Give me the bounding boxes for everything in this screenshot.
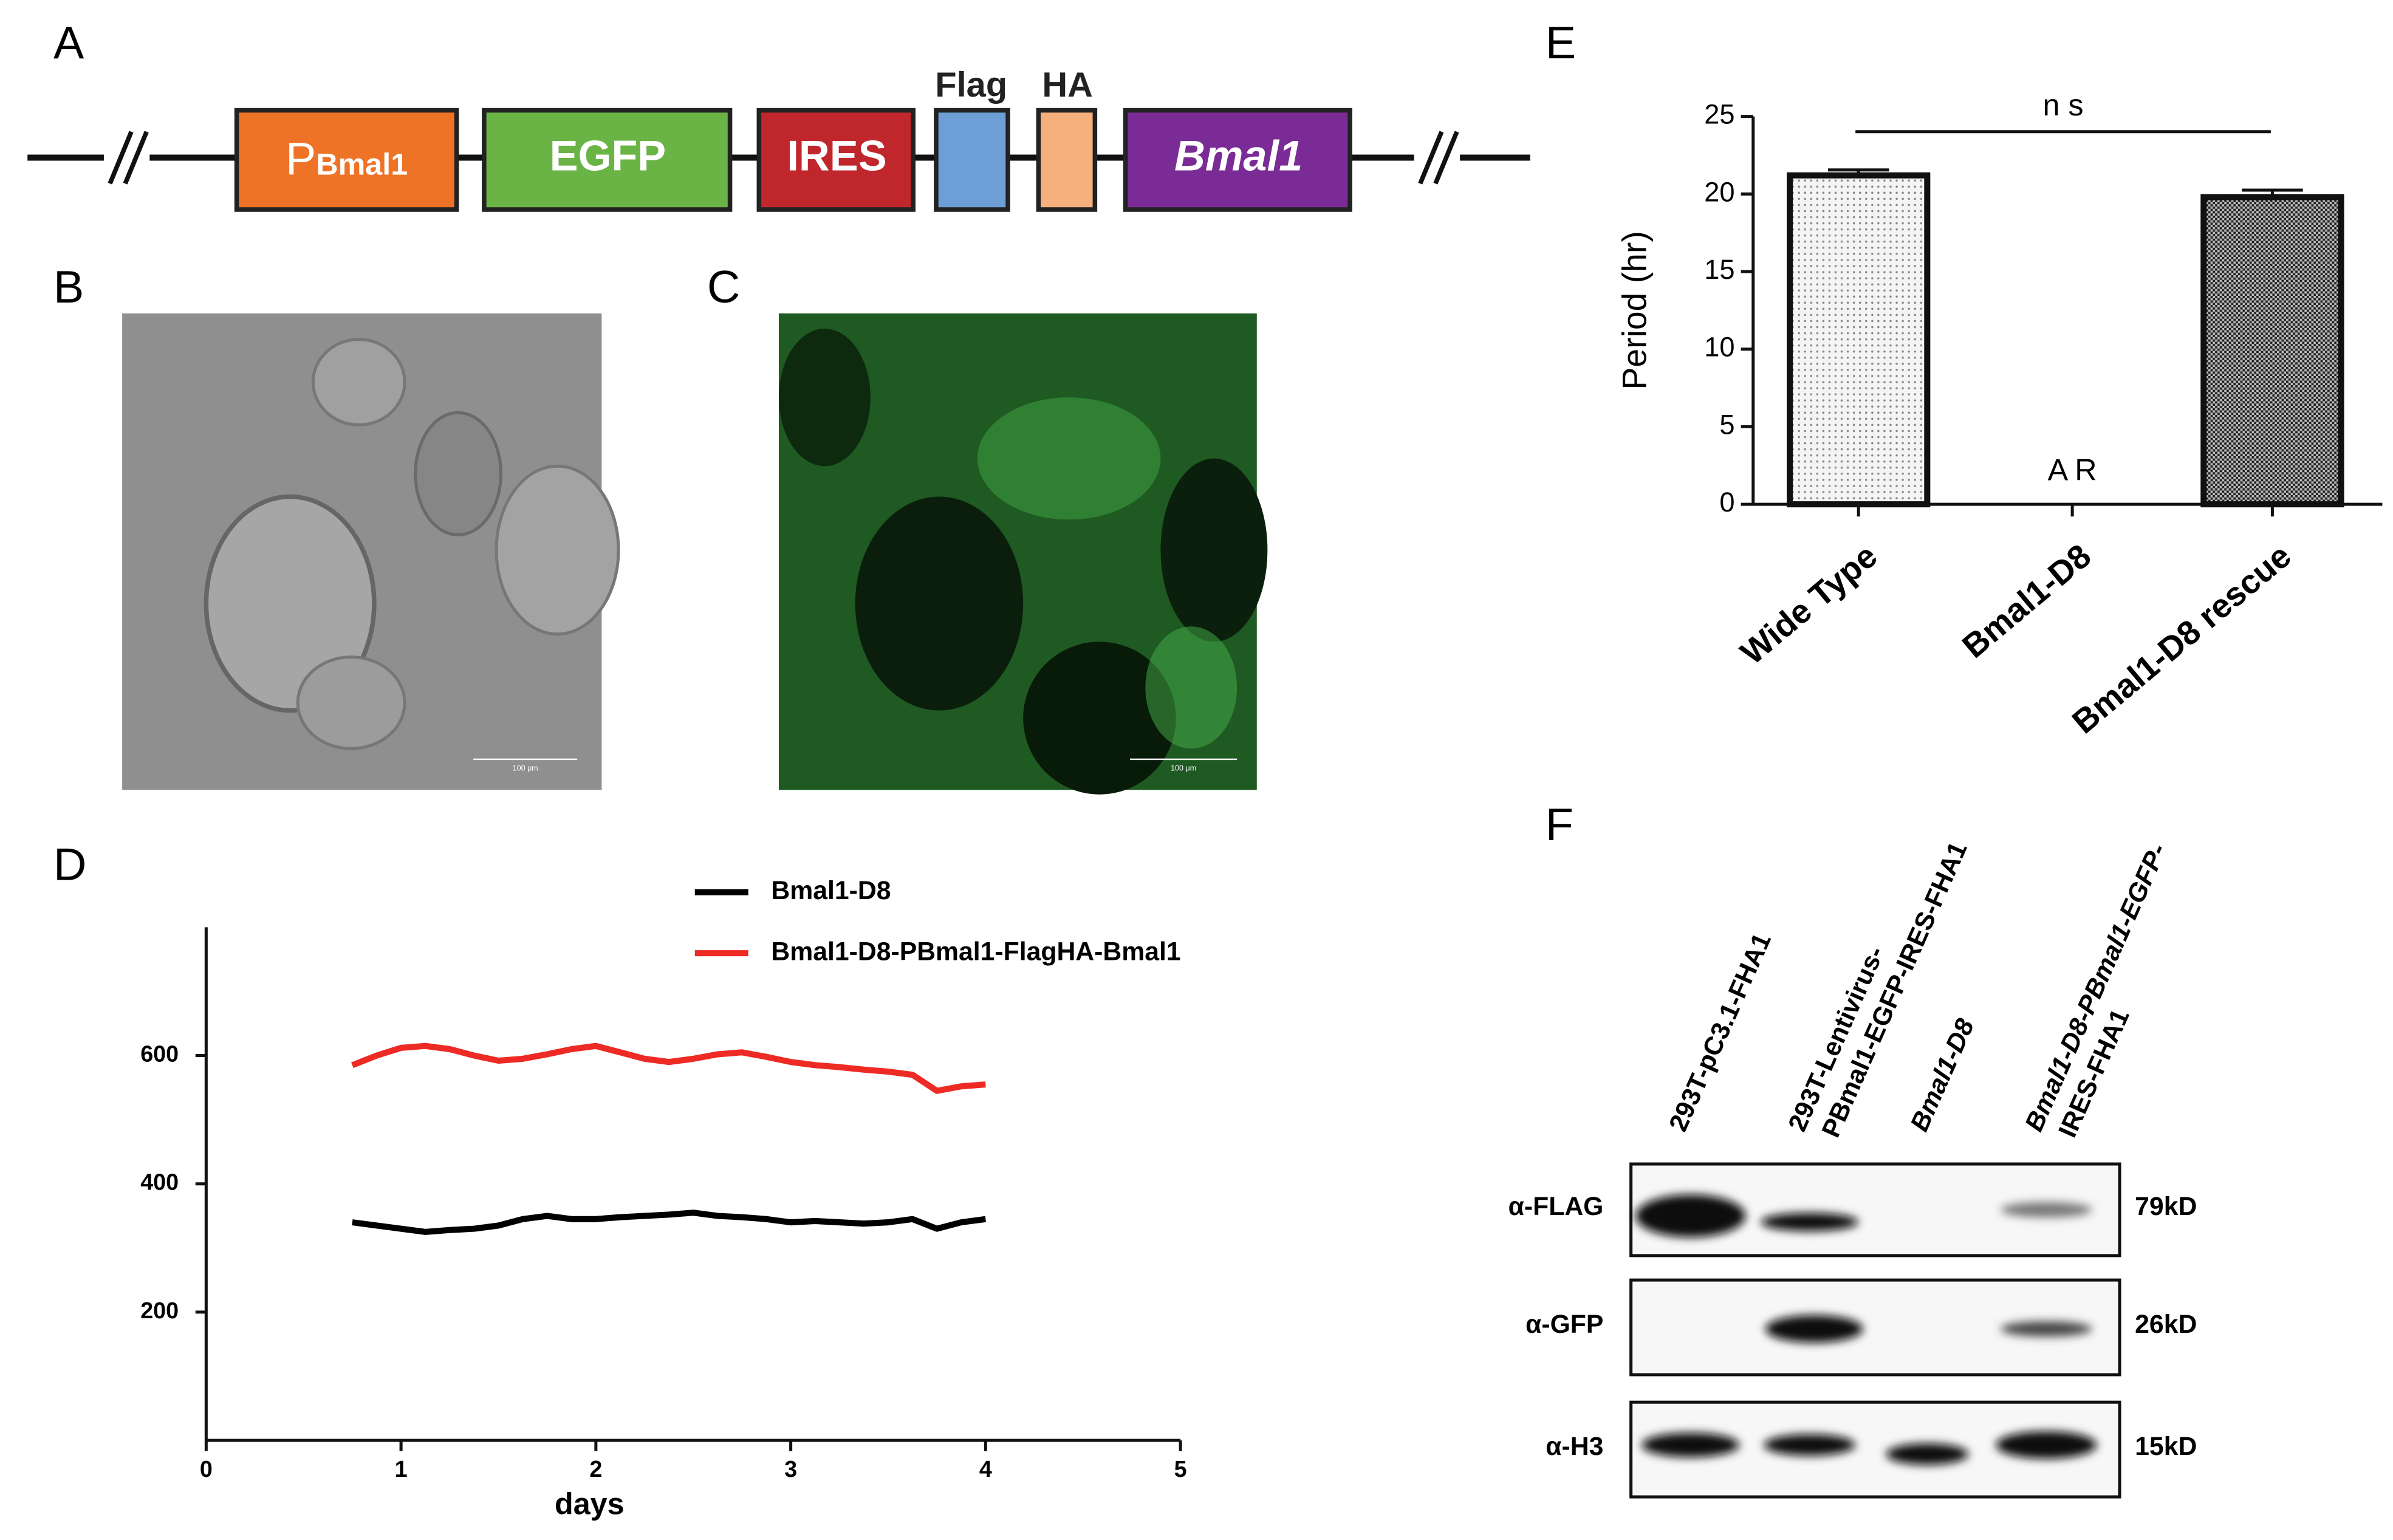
scale-bar-label: 100 μm xyxy=(513,764,538,772)
significance-label: n s xyxy=(2043,87,2084,122)
bar xyxy=(1787,172,1931,508)
cell xyxy=(204,494,377,713)
band xyxy=(2000,1202,2092,1218)
lane-label: PBmal1-EGFP-IRES-FHA1 xyxy=(1816,838,1973,1142)
flag-box xyxy=(934,108,1010,212)
lane-label: Bmal1-D8 xyxy=(1905,1015,1980,1136)
construct-label: EGFP xyxy=(550,132,666,180)
fluorescence-image: 100 μm xyxy=(778,313,1268,795)
label-sub: Bmal1 xyxy=(316,147,408,182)
bmal1-box xyxy=(1123,108,1352,212)
panel-label: C xyxy=(707,261,740,312)
lane-label: 293T-pC3.1-FHA1 xyxy=(1663,929,1777,1136)
band xyxy=(1765,1315,1863,1343)
x-tick-label: 3 xyxy=(784,1456,797,1482)
line-series xyxy=(351,1042,986,1094)
size-label: 15kD xyxy=(2135,1432,2197,1461)
band xyxy=(1886,1443,1969,1465)
band xyxy=(1642,1432,1740,1457)
panel-label: F xyxy=(1546,799,1573,850)
x-tick-label: 2 xyxy=(589,1456,602,1482)
ires-box xyxy=(756,108,916,212)
x-axis-label: days xyxy=(555,1486,625,1521)
size-label: 79kD xyxy=(2135,1192,2197,1221)
y-tick-label: 10 xyxy=(1704,332,1734,363)
cell xyxy=(414,411,503,536)
panel-label: D xyxy=(53,838,86,889)
y-axis-label: Period (hr) xyxy=(1615,231,1653,389)
legend-label: Bmal1-D8-PBmal1-FlagHA-Bmal1 xyxy=(771,937,1180,966)
construct-label: Flag xyxy=(935,66,1007,104)
ha-box xyxy=(1036,108,1098,212)
band xyxy=(1635,1194,1746,1237)
promoter-box xyxy=(234,108,459,212)
y-tick-label: 15 xyxy=(1704,254,1734,285)
break-mark xyxy=(108,131,134,185)
dark-region xyxy=(1160,458,1268,642)
y-tick-label: 0 xyxy=(1719,487,1734,518)
size-label: 26kD xyxy=(2135,1310,2197,1339)
x-tick-label: 5 xyxy=(1174,1456,1187,1482)
cell xyxy=(495,464,620,636)
construct: PBmal1 EGFP IRES Flag HA Bmal1 xyxy=(27,66,1530,212)
band xyxy=(1761,1213,1859,1231)
y-tick-label: 200 xyxy=(140,1298,179,1323)
antibody-label: α-GFP xyxy=(1525,1310,1603,1339)
y-tick-label: 20 xyxy=(1704,176,1734,207)
construct-label: PBmal1 xyxy=(286,133,408,184)
cells xyxy=(1145,626,1238,749)
western-blot: 293T-pC3.1-FHA1 293T-Lentivirus-PBmal1-EG… xyxy=(1508,838,2197,1499)
y-tick-label: 600 xyxy=(140,1041,179,1067)
break-mark xyxy=(1433,131,1459,185)
x-tick-label: Bmal1-D8 rescue xyxy=(2065,536,2298,741)
break-mark xyxy=(1418,131,1444,185)
y-tick-label: 5 xyxy=(1719,409,1734,440)
x-tick-label: 4 xyxy=(979,1456,992,1482)
panel-label: A xyxy=(53,17,84,68)
x-tick-label: Wide Type xyxy=(1733,536,1884,671)
panel-label: E xyxy=(1546,17,1576,68)
antibody-label: α-FLAG xyxy=(1508,1192,1604,1221)
annotation: A R xyxy=(2048,453,2097,487)
y-tick-label: 400 xyxy=(140,1169,179,1195)
legend-label: Bmal1-D8 xyxy=(771,876,891,905)
construct-label: HA xyxy=(1042,66,1092,104)
band xyxy=(1764,1434,1856,1456)
dark-region xyxy=(778,329,871,467)
panel-label: B xyxy=(53,261,84,312)
egfp-box xyxy=(482,108,733,212)
x-tick-label: Bmal1-D8 xyxy=(1955,536,2098,665)
construct-label: Bmal1 xyxy=(1174,132,1303,180)
cell xyxy=(311,338,406,426)
cells xyxy=(977,397,1161,520)
x-tick-label: 1 xyxy=(395,1456,408,1482)
line-series xyxy=(352,1210,987,1235)
break-mark xyxy=(123,131,149,185)
cell xyxy=(296,655,406,750)
x-tick-label: 0 xyxy=(200,1456,213,1482)
bar xyxy=(2200,194,2344,508)
label-main: P xyxy=(286,133,316,184)
dark-region xyxy=(855,496,1024,711)
construct-label: IRES xyxy=(787,132,886,180)
y-tick-label: 25 xyxy=(1704,99,1734,130)
antibody-label: α-H3 xyxy=(1546,1432,1603,1461)
band xyxy=(1996,1431,2097,1459)
brightfield-image: 100 μm xyxy=(122,313,620,790)
band xyxy=(2000,1321,2092,1337)
scale-bar-label: 100 μm xyxy=(1171,764,1196,772)
dark-region xyxy=(1023,642,1176,795)
